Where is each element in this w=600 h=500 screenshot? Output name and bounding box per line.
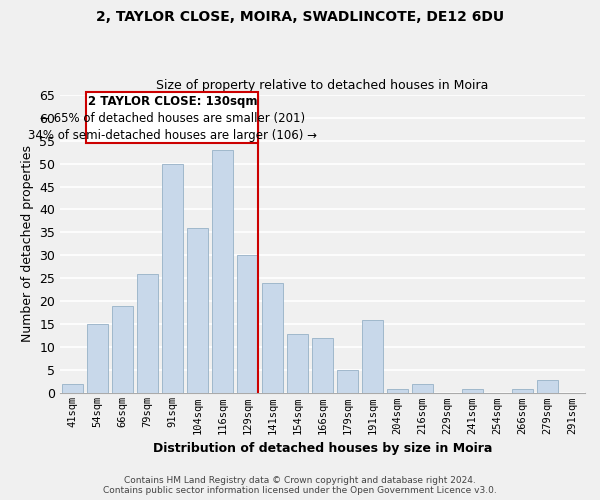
Bar — [187, 228, 208, 394]
Bar — [287, 334, 308, 394]
Bar — [462, 389, 483, 394]
Text: 2 TAYLOR CLOSE: 130sqm: 2 TAYLOR CLOSE: 130sqm — [88, 94, 257, 108]
Bar — [212, 150, 233, 394]
Text: ← 65% of detached houses are smaller (201): ← 65% of detached houses are smaller (20… — [40, 112, 305, 125]
Bar — [362, 320, 383, 394]
Bar — [412, 384, 433, 394]
Bar — [62, 384, 83, 394]
Bar — [512, 389, 533, 394]
Bar — [237, 256, 258, 394]
Bar — [537, 380, 558, 394]
Bar — [137, 274, 158, 394]
Bar — [312, 338, 333, 394]
Bar — [87, 324, 108, 394]
FancyBboxPatch shape — [86, 92, 258, 143]
Bar — [387, 389, 408, 394]
Bar — [112, 306, 133, 394]
Text: Contains HM Land Registry data © Crown copyright and database right 2024.
Contai: Contains HM Land Registry data © Crown c… — [103, 476, 497, 495]
Text: 34% of semi-detached houses are larger (106) →: 34% of semi-detached houses are larger (… — [28, 129, 317, 142]
X-axis label: Distribution of detached houses by size in Moira: Distribution of detached houses by size … — [153, 442, 492, 455]
Title: Size of property relative to detached houses in Moira: Size of property relative to detached ho… — [157, 79, 489, 92]
Bar — [262, 283, 283, 394]
Text: 2, TAYLOR CLOSE, MOIRA, SWADLINCOTE, DE12 6DU: 2, TAYLOR CLOSE, MOIRA, SWADLINCOTE, DE1… — [96, 10, 504, 24]
Y-axis label: Number of detached properties: Number of detached properties — [21, 146, 34, 342]
Bar — [162, 164, 183, 394]
Bar — [337, 370, 358, 394]
